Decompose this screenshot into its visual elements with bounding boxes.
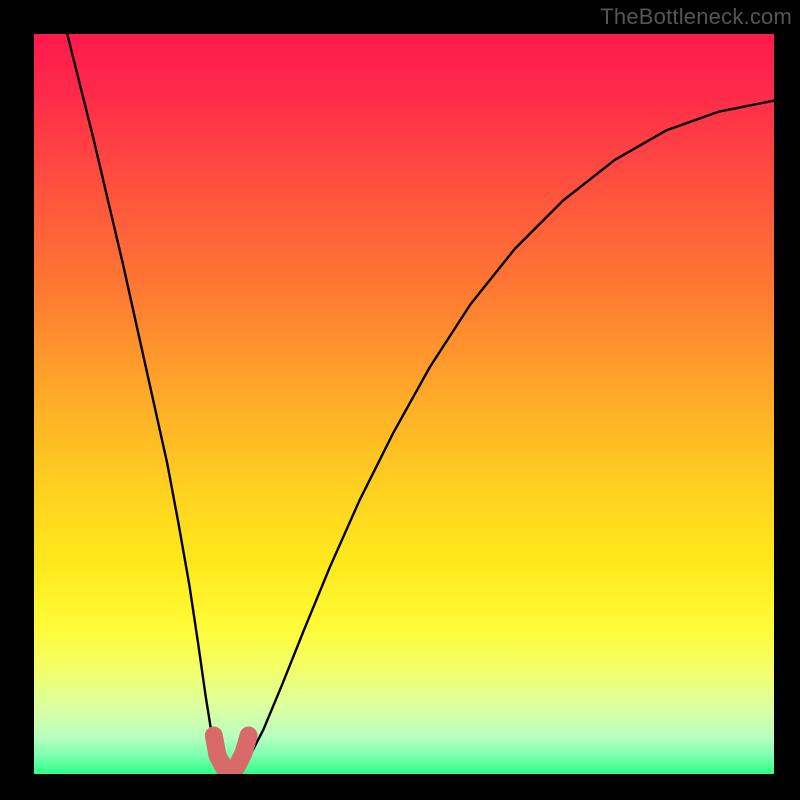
plot-frame [0, 0, 800, 800]
watermark-text: TheBottleneck.com [600, 4, 792, 30]
bottleneck-curve [34, 34, 774, 774]
plot-area [34, 34, 774, 774]
chart-root: { "watermark": { "text": "TheBottleneck.… [0, 0, 800, 800]
curve-dip-marker [214, 736, 249, 771]
bottleneck-curve-path [67, 34, 774, 774]
